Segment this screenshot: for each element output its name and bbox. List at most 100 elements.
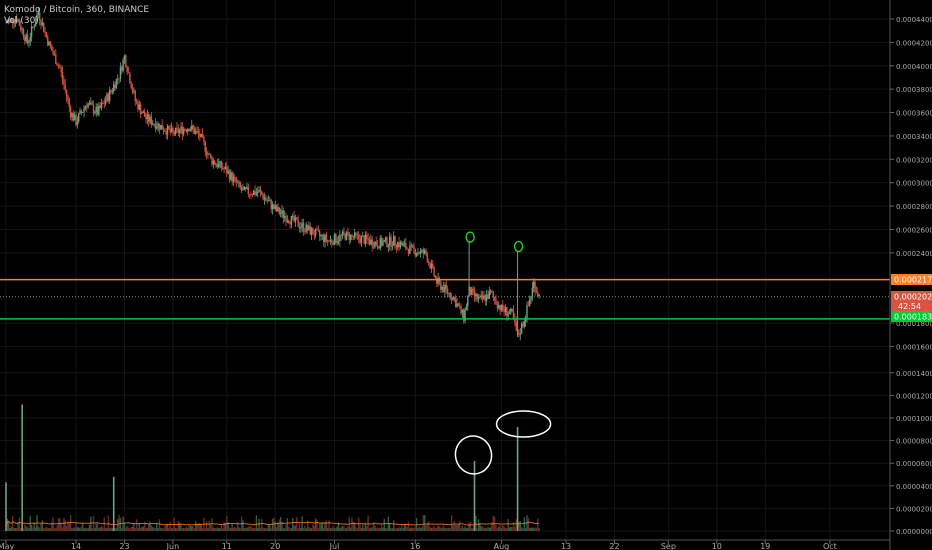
volume-study-label[interactable]: Vol (30) (4, 16, 39, 26)
volume-bar (446, 528, 449, 531)
volume-bar (168, 527, 170, 531)
candle-body (337, 240, 340, 242)
candle-body (234, 176, 236, 178)
green-circle-marker (465, 231, 475, 243)
candle-body (145, 116, 147, 120)
volume-bar (215, 528, 217, 531)
candle-body (150, 116, 153, 125)
candle-body (238, 182, 240, 184)
candle-body (83, 108, 85, 112)
volume-bar (154, 527, 157, 531)
volume-bar (419, 527, 422, 531)
candle-body (383, 240, 385, 242)
candle-body (318, 231, 321, 236)
volume-bar (222, 528, 224, 531)
candle-body (387, 245, 390, 247)
volume-bar (469, 521, 472, 531)
symbol-title[interactable]: Komodo / Bitcoin, 360, BINANCE (4, 5, 150, 15)
candle-body (137, 101, 139, 110)
candle-body (321, 235, 324, 236)
time-axis[interactable]: May 14 23 Jun 11 20 Jul 16 Aug 13 22 Sep 10 19 Oct (0, 540, 837, 550)
volume-bar (453, 520, 456, 531)
candle-body (183, 129, 185, 135)
candle-body (526, 305, 528, 319)
volume-bar (157, 528, 159, 531)
candle-body (138, 104, 140, 110)
candle-body (91, 102, 93, 105)
volume-bar (129, 527, 131, 531)
volume-bar (200, 524, 202, 531)
volume-bar (390, 528, 392, 531)
volume-bar (92, 515, 95, 531)
volume-bar (417, 528, 419, 531)
candle-body (370, 239, 372, 245)
chart-header: Komodo / Bitcoin, 360, BINANCE Vol (30) (4, 5, 149, 27)
time-tick-label: May (0, 542, 15, 550)
volume-bar (347, 526, 349, 531)
candle-body (223, 168, 225, 170)
volume-bar (60, 523, 62, 531)
volume-bar (382, 527, 384, 531)
time-tick-label: 23 (119, 542, 129, 550)
candles (5, 7, 540, 341)
time-tick-label: 13 (561, 542, 571, 550)
volume-bar (141, 526, 143, 531)
volume-bar (360, 528, 363, 531)
candle-body (440, 281, 442, 290)
volume-bar (506, 528, 508, 531)
candle-body (519, 333, 521, 335)
candle-body (358, 234, 360, 239)
volume-bar (522, 528, 524, 531)
candle-body (104, 100, 107, 104)
volume-bar (191, 526, 193, 531)
candle-body (170, 127, 173, 132)
volume-bar (68, 523, 70, 531)
volume-bar (344, 528, 346, 531)
candle-body (113, 84, 115, 91)
candle-body (538, 294, 540, 297)
volume-bar (438, 526, 441, 531)
volume-bar (421, 527, 423, 531)
volume-bar (471, 528, 473, 531)
volume-bar (119, 517, 122, 531)
candle-body (106, 94, 108, 101)
candle-body (184, 129, 186, 131)
candle-body (468, 286, 470, 297)
volume-bar (437, 525, 439, 531)
candle-body (406, 248, 408, 250)
candle-body (100, 102, 103, 108)
candle-body (305, 224, 307, 232)
candle-body (333, 234, 336, 245)
volume-bar (73, 527, 76, 531)
candle-body (248, 194, 251, 196)
candle-body (193, 128, 196, 134)
volume-bar (484, 527, 486, 531)
candle-body (510, 308, 512, 313)
volume-bar (269, 525, 271, 531)
candle-body (201, 133, 204, 137)
volume-bar (395, 528, 398, 531)
volume-bar (108, 528, 111, 531)
candle-body (320, 235, 322, 237)
volume-bar (378, 528, 380, 531)
volume-bar (430, 528, 433, 531)
candle-body (524, 318, 527, 322)
candle-body (290, 216, 293, 225)
candle-body (508, 312, 511, 315)
volume-bar (223, 522, 225, 531)
volume-bar (149, 521, 151, 531)
time-tick-label: 14 (71, 542, 81, 550)
volume-bar (383, 518, 385, 531)
volume-bar (263, 528, 266, 531)
candle-body (68, 99, 70, 107)
volume-bar (12, 515, 14, 531)
volume-bar (477, 519, 480, 531)
volume-bar (146, 528, 149, 531)
volume-bar (498, 526, 500, 531)
volume-bar (219, 528, 221, 531)
candle-body (16, 19, 18, 22)
volume-bar (293, 525, 295, 531)
price-axis[interactable]: 0.0004400 0.0004200 0.0004000 0.0003800 0.00… (890, 16, 932, 536)
volume-bar (208, 520, 210, 531)
